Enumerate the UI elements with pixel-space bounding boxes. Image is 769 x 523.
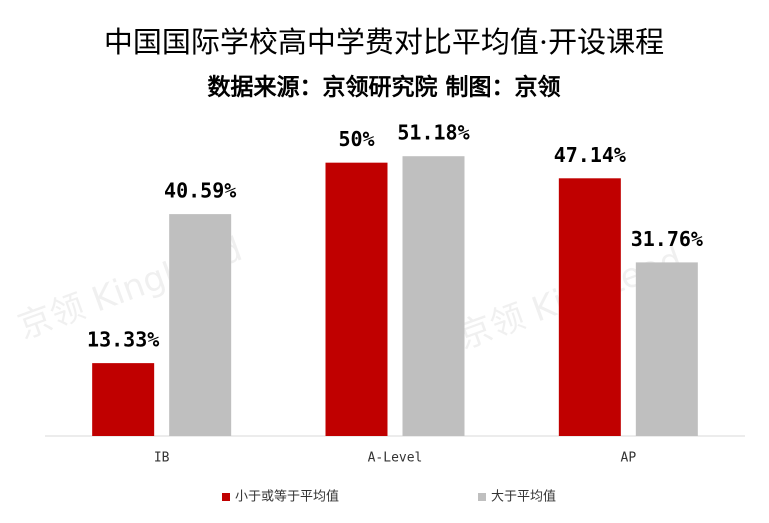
- legend-label: 小于或等于平均值: [235, 489, 339, 505]
- bar: [558, 178, 621, 436]
- legend-label: 大于平均值: [491, 489, 556, 505]
- value-label: 51.18%: [397, 121, 469, 145]
- value-label: 13.33%: [87, 328, 159, 352]
- x-tick-label: A-Level: [368, 451, 423, 466]
- x-tick-label: AP: [621, 451, 637, 466]
- legend-swatch: [478, 493, 486, 501]
- value-label: 31.76%: [631, 227, 703, 251]
- bar: [169, 214, 232, 436]
- bar: [92, 363, 155, 436]
- value-label: 40.59%: [164, 179, 236, 203]
- bar: [635, 262, 698, 436]
- value-label: 47.14%: [554, 143, 626, 167]
- bar: [325, 162, 388, 436]
- legend-swatch: [222, 493, 230, 501]
- value-label: 50%: [338, 127, 374, 151]
- x-tick-label: IB: [154, 451, 170, 466]
- chart-subtitle: 数据来源：京领研究院 制图：京领: [207, 74, 560, 101]
- bar: [402, 156, 465, 436]
- chart-title: 中国国际学校高中学费对比平均值·开设课程: [104, 25, 664, 59]
